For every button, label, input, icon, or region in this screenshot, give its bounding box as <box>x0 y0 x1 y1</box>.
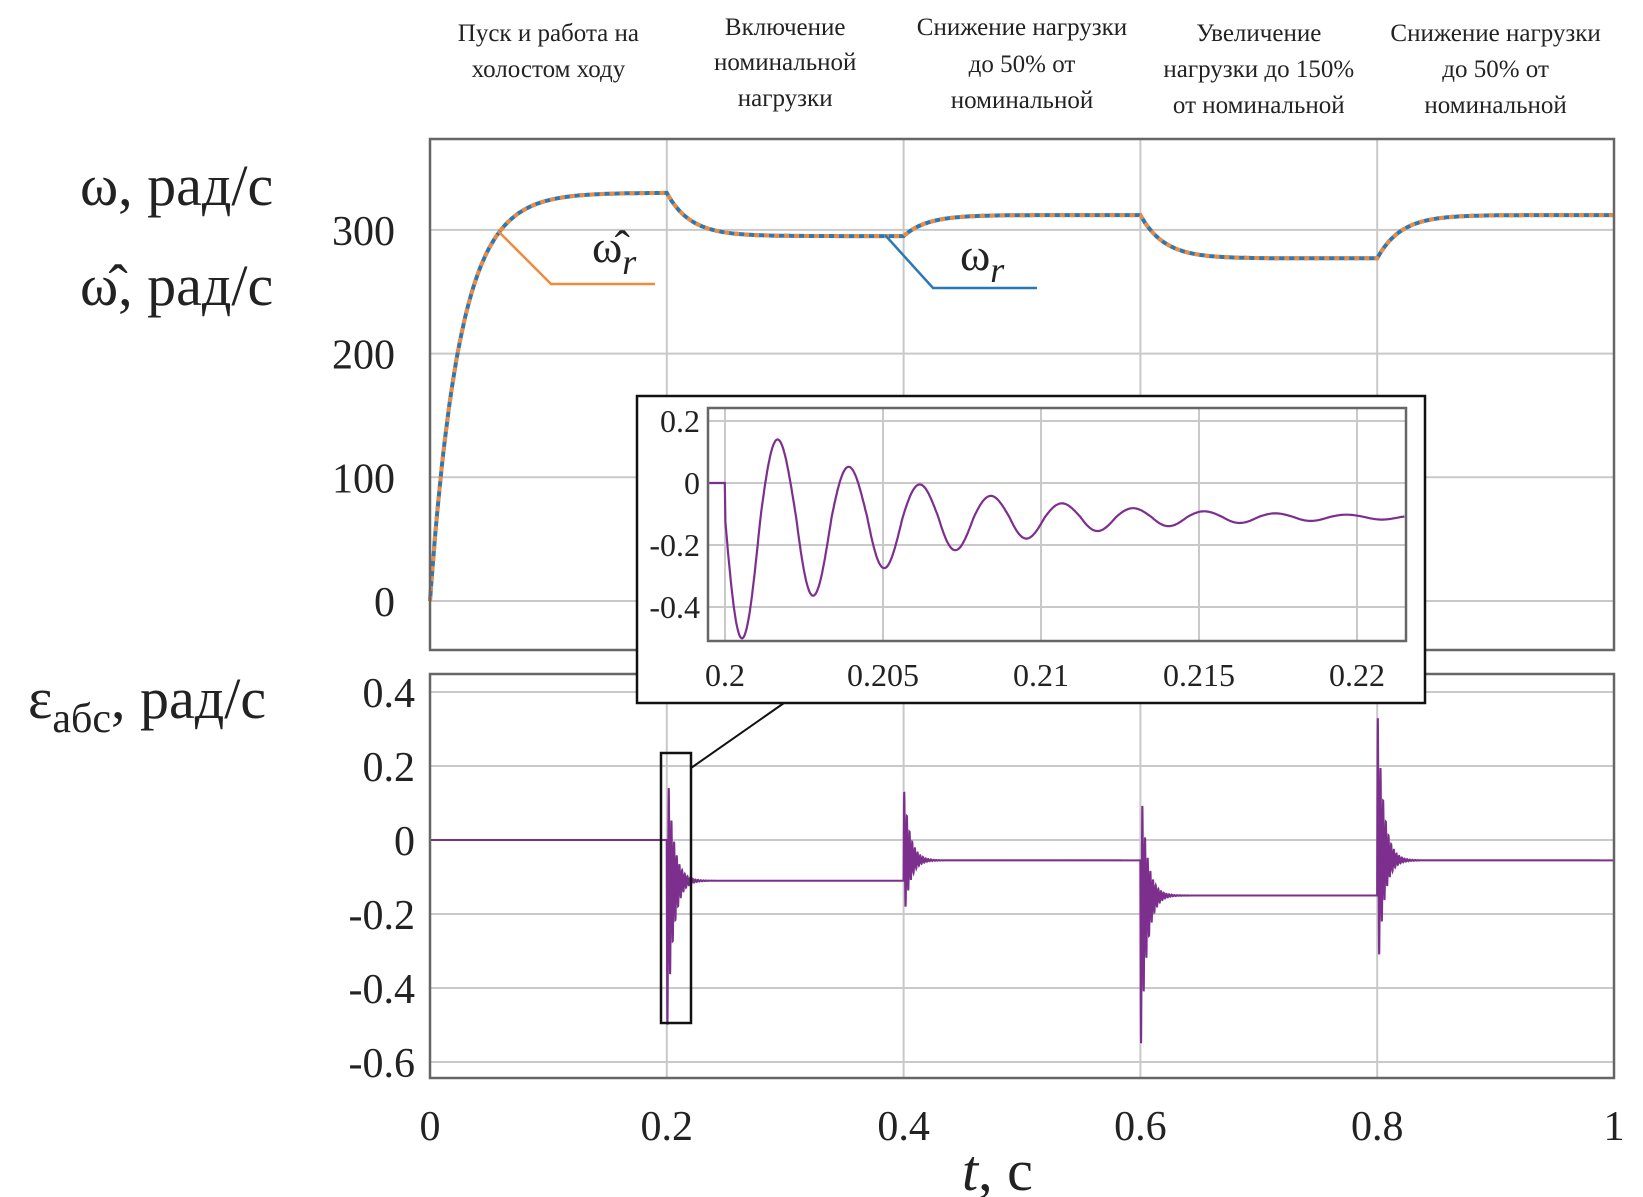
y-tick-label: -0.6 <box>349 1041 416 1087</box>
x-tick-label: 0.6 <box>1114 1104 1167 1150</box>
inset-x-tick-label: 0.205 <box>847 657 919 693</box>
phase-annotation-line: Пуск и работа на <box>458 20 639 47</box>
inset-x-tick-label: 0.2 <box>705 657 745 693</box>
inset-error-line <box>709 438 1405 640</box>
error-line <box>430 718 1614 1044</box>
zoom-connector-line <box>690 702 785 769</box>
inset-x-tick-label: 0.21 <box>1013 657 1069 693</box>
omega-hat-r-line <box>428 190 1614 602</box>
phase-annotation-line: нагрузки <box>738 85 833 112</box>
y-tick-label: 0 <box>374 580 395 626</box>
inset-panel: 0.20-0.2-0.40.2 0.205 0.21 0.215 0.22 <box>635 394 1427 705</box>
top-y-label-omega: ω, рад/с <box>80 153 273 218</box>
phase-annotation-line: Снижение нагрузки <box>1390 20 1600 47</box>
inset-x-tick-label: 0.215 <box>1163 657 1235 693</box>
omega-hat-r-label: ω̂r <box>592 221 637 282</box>
x-tick-label: 0 <box>420 1104 441 1150</box>
bottom-ticks: 0.40.20-0.2-0.4-0.60 0.2 0.4 0.6 0.8 1 <box>349 671 1625 1150</box>
phase-annotation-line: до 50% от <box>969 51 1076 78</box>
inset-axes-frame <box>706 406 1408 643</box>
top-y-ticks: 0 100 200 300 <box>332 209 395 626</box>
inset-y-tick-label: -0.2 <box>649 527 700 563</box>
inset-box <box>635 394 1427 705</box>
inset-y-tick-label: 0 <box>684 465 700 501</box>
x-tick-label: 0.8 <box>1351 1104 1404 1150</box>
phase-annotations: Пуск и работа на холостом ходу Включение но… <box>458 14 1601 119</box>
phase-annotation-line: Снижение нагрузки <box>917 14 1127 41</box>
x-tick-label: 0.4 <box>877 1104 930 1150</box>
bottom-plot-area <box>430 674 1614 1078</box>
phase-annotation-line: до 50% от <box>1442 56 1549 83</box>
zoom-window-box <box>659 751 693 1025</box>
y-tick-label: 0.2 <box>363 745 416 791</box>
x-tick-label: 0.2 <box>641 1104 694 1150</box>
inset-y-tick-label: 0.2 <box>660 403 700 439</box>
phase-annotation-line: номинальной <box>1424 92 1566 119</box>
top-y-label-omega-hat: ω̂, рад/с <box>80 253 273 318</box>
inset-y-tick-label: -0.4 <box>649 589 700 625</box>
y-tick-label: 300 <box>332 209 395 255</box>
bottom-y-label: εабс, рад/с <box>28 666 266 742</box>
phase-annotation-line: номинальной <box>714 49 856 76</box>
omega-r-leader <box>884 234 1037 290</box>
y-tick-label: 200 <box>332 333 395 379</box>
y-tick-label: -0.2 <box>349 893 416 939</box>
y-tick-label: 0 <box>394 819 415 865</box>
x-axis-label: t, с <box>962 1138 1033 1197</box>
x-tick-label: 1 <box>1604 1104 1625 1150</box>
bottom-panel: 0.40.20-0.2-0.4-0.60 0.2 0.4 0.6 0.8 1 εабс, … <box>28 666 1625 1197</box>
omega-hat-r-leader <box>497 230 655 286</box>
phase-annotation-line: холостом ходу <box>472 56 626 83</box>
phase-annotation-line: нагрузки до 150% <box>1163 56 1354 83</box>
inset-x-tick-label: 0.22 <box>1329 657 1385 693</box>
y-tick-label: 100 <box>332 456 395 502</box>
phase-annotation-line: номинальной <box>951 87 1093 114</box>
inset-ticks: 0.20-0.2-0.40.2 0.205 0.21 0.215 0.22 <box>649 403 1385 693</box>
omega-r-label: ωr <box>960 229 1005 290</box>
phase-annotation-line: Увеличение <box>1196 20 1321 47</box>
phase-annotation-line: Включение <box>725 14 846 41</box>
y-tick-label: -0.4 <box>349 967 416 1013</box>
phase-annotation-line: от номинальной <box>1173 92 1345 119</box>
y-tick-label: 0.4 <box>363 671 416 717</box>
